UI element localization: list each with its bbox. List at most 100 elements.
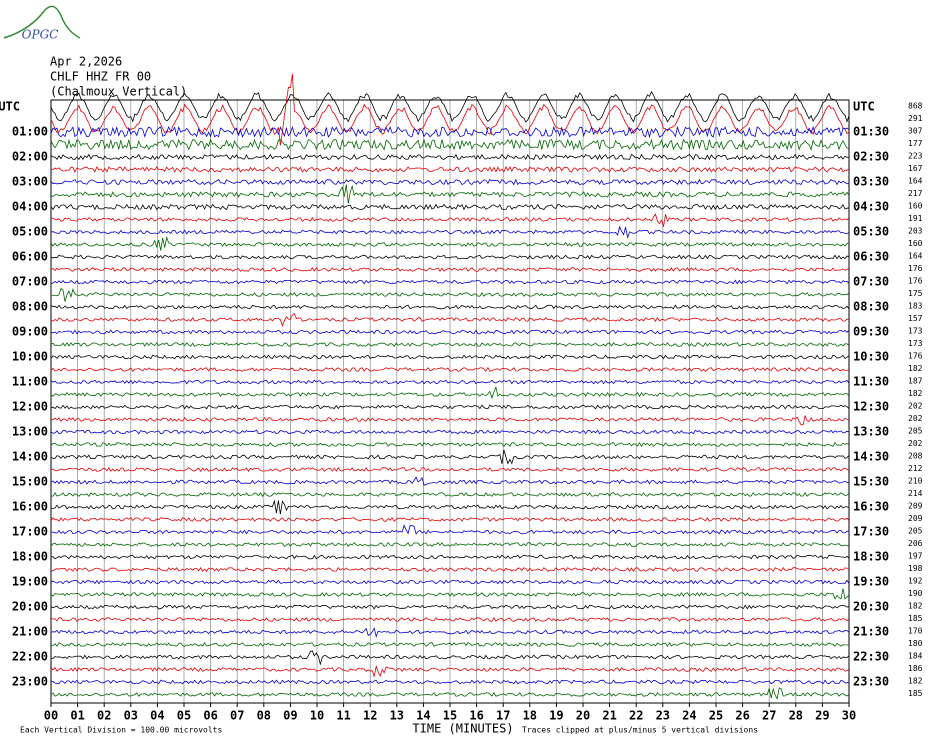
trace <box>50 517 850 522</box>
clip-note: Traces clipped at plus/minus 5 vertical … <box>522 726 758 735</box>
clip-value: 209 <box>908 502 923 511</box>
trace <box>50 203 850 211</box>
clip-value: 180 <box>908 639 923 648</box>
x-tick-label: 18 <box>523 709 537 723</box>
x-tick-label: 22 <box>629 709 643 723</box>
row-label-right: 03:30 <box>853 175 889 189</box>
row-label-right: 02:30 <box>853 150 889 164</box>
trace <box>50 604 850 610</box>
row-label-left: 04:00 <box>12 200 48 214</box>
clip-value: 183 <box>908 302 923 311</box>
row-label-left: 05:00 <box>12 225 48 239</box>
clip-value: 185 <box>908 689 923 698</box>
clip-value: 212 <box>908 464 923 473</box>
x-tick-label: 27 <box>762 709 776 723</box>
row-label-left: 18:00 <box>12 550 48 564</box>
x-tick-label: 07 <box>230 709 244 723</box>
x-tick-label: 15 <box>443 709 457 723</box>
x-tick-label: 16 <box>469 709 483 723</box>
clip-value: 205 <box>908 427 923 436</box>
trace <box>50 476 850 486</box>
clip-value: 182 <box>908 364 923 373</box>
clip-value: 175 <box>908 289 923 298</box>
x-tick-label: 08 <box>257 709 271 723</box>
trace <box>50 588 850 600</box>
trace <box>50 279 850 285</box>
trace <box>50 125 850 139</box>
clip-value: 182 <box>908 389 923 398</box>
clip-value: 185 <box>908 614 923 623</box>
trace <box>50 312 850 327</box>
row-label-right: 20:30 <box>853 600 889 614</box>
row-label-right: 13:30 <box>853 425 889 439</box>
row-label-left: 15:00 <box>12 475 48 489</box>
trace <box>50 467 850 472</box>
row-label-right: 22:30 <box>853 650 889 664</box>
clip-value: 173 <box>908 339 923 348</box>
clip-value: 214 <box>908 489 923 498</box>
row-label-left: 16:00 <box>12 500 48 514</box>
trace <box>50 567 850 572</box>
row-label-right: 14:30 <box>853 450 889 464</box>
row-label-right: 07:30 <box>853 275 889 289</box>
x-tick-label: 13 <box>390 709 404 723</box>
date: Apr 2,2026 <box>50 55 122 69</box>
clip-value: 868 <box>908 102 923 111</box>
x-tick-label: 10 <box>310 709 324 723</box>
row-label-right: 21:30 <box>853 625 889 639</box>
clip-value: 202 <box>908 402 923 411</box>
clip-value: 197 <box>908 552 923 561</box>
clip-value: 205 <box>908 527 923 536</box>
clip-value: 170 <box>908 627 923 636</box>
scale-note: Each Vertical Division = 100.00 microvol… <box>20 726 222 735</box>
trace <box>50 414 849 426</box>
trace <box>50 579 850 585</box>
x-tick-label: 26 <box>735 709 749 723</box>
trace <box>50 254 850 260</box>
clip-value: 182 <box>908 677 923 686</box>
trace <box>50 342 850 347</box>
row-label-left: 08:00 <box>12 300 48 314</box>
logo-curve <box>3 5 81 39</box>
clip-value: 223 <box>908 152 923 161</box>
clip-value: 187 <box>908 377 923 386</box>
clip-value: 186 <box>908 664 923 673</box>
trace <box>50 366 850 372</box>
x-tick-label: 11 <box>336 709 350 723</box>
x-tick-label: 02 <box>97 709 111 723</box>
row-label-left: 14:00 <box>12 450 48 464</box>
clip-value: 209 <box>908 514 923 523</box>
row-label-right: 01:30 <box>853 125 889 139</box>
clip-value: 160 <box>908 202 923 211</box>
clip-value: 307 <box>908 127 923 136</box>
trace <box>50 329 850 335</box>
row-label-left: UTC <box>0 100 20 114</box>
clip-value: 164 <box>908 252 923 261</box>
trace <box>50 235 850 251</box>
trace <box>50 442 850 448</box>
row-label-left: 11:00 <box>12 375 48 389</box>
trace <box>50 499 850 515</box>
x-tick-label: 00 <box>44 709 58 723</box>
plot-frame <box>50 99 850 704</box>
clip-value: 217 <box>908 189 923 198</box>
x-tick-label: 01 <box>70 709 84 723</box>
row-label-left: 17:00 <box>12 525 48 539</box>
trace <box>50 449 850 465</box>
row-label-left: 21:00 <box>12 625 48 639</box>
x-tick-label: 06 <box>203 709 217 723</box>
row-label-left: 07:00 <box>12 275 48 289</box>
row-label-left: 20:00 <box>12 600 48 614</box>
x-tick-label: 09 <box>283 709 297 723</box>
x-tick-label: 21 <box>602 709 616 723</box>
trace <box>50 178 850 186</box>
x-tick-label: 12 <box>363 709 377 723</box>
row-label-right: 17:30 <box>853 525 889 539</box>
trace <box>50 679 850 685</box>
clip-value: 191 <box>908 214 923 223</box>
trace <box>50 524 850 535</box>
trace <box>50 153 850 161</box>
row-label-left: 19:00 <box>12 575 48 589</box>
row-label-right: 04:30 <box>853 200 889 214</box>
